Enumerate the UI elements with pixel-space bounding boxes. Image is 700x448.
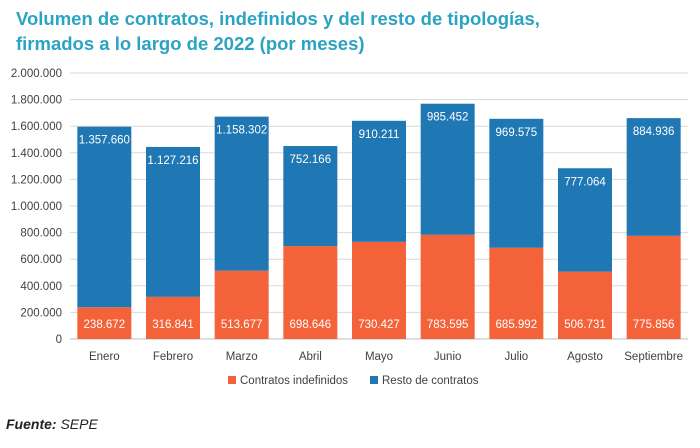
data-label-indefinidos: 775.856 — [633, 319, 675, 331]
bar-resto-contratos — [626, 118, 681, 236]
data-label-indefinidos: 685.992 — [496, 319, 538, 331]
title-line-1: Volumen de contratos, indefinidos y del … — [16, 8, 540, 29]
data-label-resto: 910.211 — [359, 129, 400, 141]
bar-contratos-indefinidos — [420, 234, 475, 339]
source-label: Fuente: — [6, 416, 57, 432]
stacked-bar-chart: 0 200.000 400.000 600.000 800.000 1.000.000 1.… — [11, 68, 688, 387]
source-note: Fuente: SEPE — [6, 416, 98, 432]
x-tick-label: Marzo — [226, 351, 258, 363]
y-tick-label: 400.000 — [20, 281, 62, 293]
bar-contratos-indefinidos — [214, 270, 269, 339]
bar-contratos-indefinidos — [146, 296, 200, 339]
data-label-resto: 1.158.302 — [216, 125, 267, 137]
bar-resto-contratos — [420, 103, 475, 235]
data-label-resto: 1.357.660 — [79, 135, 130, 147]
x-tick-label: Septiembre — [624, 351, 683, 363]
bar-contratos-indefinidos — [283, 246, 338, 339]
data-label-indefinidos: 316.841 — [152, 319, 194, 331]
y-tick-label: 1.800.000 — [11, 95, 62, 107]
bar-resto-contratos — [558, 168, 612, 272]
x-tick-label: Julio — [505, 351, 529, 363]
y-tick-label: 1.000.000 — [11, 201, 62, 213]
legend-label-indefinidos: Contratos indefinidos — [240, 375, 348, 387]
y-tick-label: 0 — [56, 334, 62, 346]
data-label-indefinidos: 506.731 — [564, 319, 606, 331]
title-line-2: firmados a lo largo de 2022 (por meses) — [16, 33, 365, 54]
y-tick-label: 1.400.000 — [11, 148, 62, 160]
data-label-indefinidos: 783.595 — [427, 319, 469, 331]
bar-contratos-indefinidos — [626, 235, 681, 339]
data-label-resto: 985.452 — [427, 112, 469, 124]
x-tick-label: Mayo — [365, 351, 393, 363]
bar-resto-contratos — [283, 146, 338, 247]
x-tick-label: Abril — [299, 351, 322, 363]
data-label-indefinidos: 238.672 — [84, 319, 126, 331]
x-tick-label: Febrero — [153, 351, 193, 363]
bar-contratos-indefinidos — [352, 241, 406, 339]
y-tick-label: 2.000.000 — [11, 68, 62, 80]
data-label-resto: 777.064 — [564, 176, 606, 188]
data-label-resto: 969.575 — [496, 127, 538, 139]
y-tick-label: 600.000 — [20, 254, 62, 266]
x-tick-label: Enero — [89, 351, 120, 363]
legend-swatch-resto — [370, 376, 378, 384]
data-label-indefinidos: 730.427 — [358, 319, 400, 331]
bar-resto-contratos — [489, 118, 544, 248]
bar-contratos-indefinidos — [489, 247, 544, 339]
x-tick-label: Agosto — [567, 351, 603, 363]
bar-resto-contratos — [352, 120, 406, 242]
data-label-indefinidos: 698.646 — [290, 319, 332, 331]
bar-resto-contratos — [146, 146, 200, 297]
data-label-resto: 884.936 — [633, 126, 675, 138]
data-label-indefinidos: 513.677 — [221, 319, 263, 331]
data-label-resto: 752.166 — [290, 154, 332, 166]
y-tick-label: 1.600.000 — [11, 121, 62, 133]
legend-swatch-indefinidos — [228, 376, 236, 384]
y-tick-label: 1.200.000 — [11, 174, 62, 186]
bar-contratos-indefinidos — [558, 271, 612, 339]
bar-resto-contratos — [214, 116, 269, 271]
legend-label-resto: Resto de contratos — [382, 375, 479, 387]
data-label-resto: 1.127.216 — [147, 155, 198, 167]
y-tick-label: 800.000 — [20, 228, 62, 240]
source-value: SEPE — [60, 416, 98, 432]
bar-contratos-indefinidos — [77, 307, 132, 339]
chart-title: Volumen de contratos, indefinidos y del … — [16, 6, 686, 56]
bar-resto-contratos — [77, 126, 132, 308]
y-tick-label: 200.000 — [20, 307, 62, 319]
x-tick-label: Junio — [434, 351, 462, 363]
